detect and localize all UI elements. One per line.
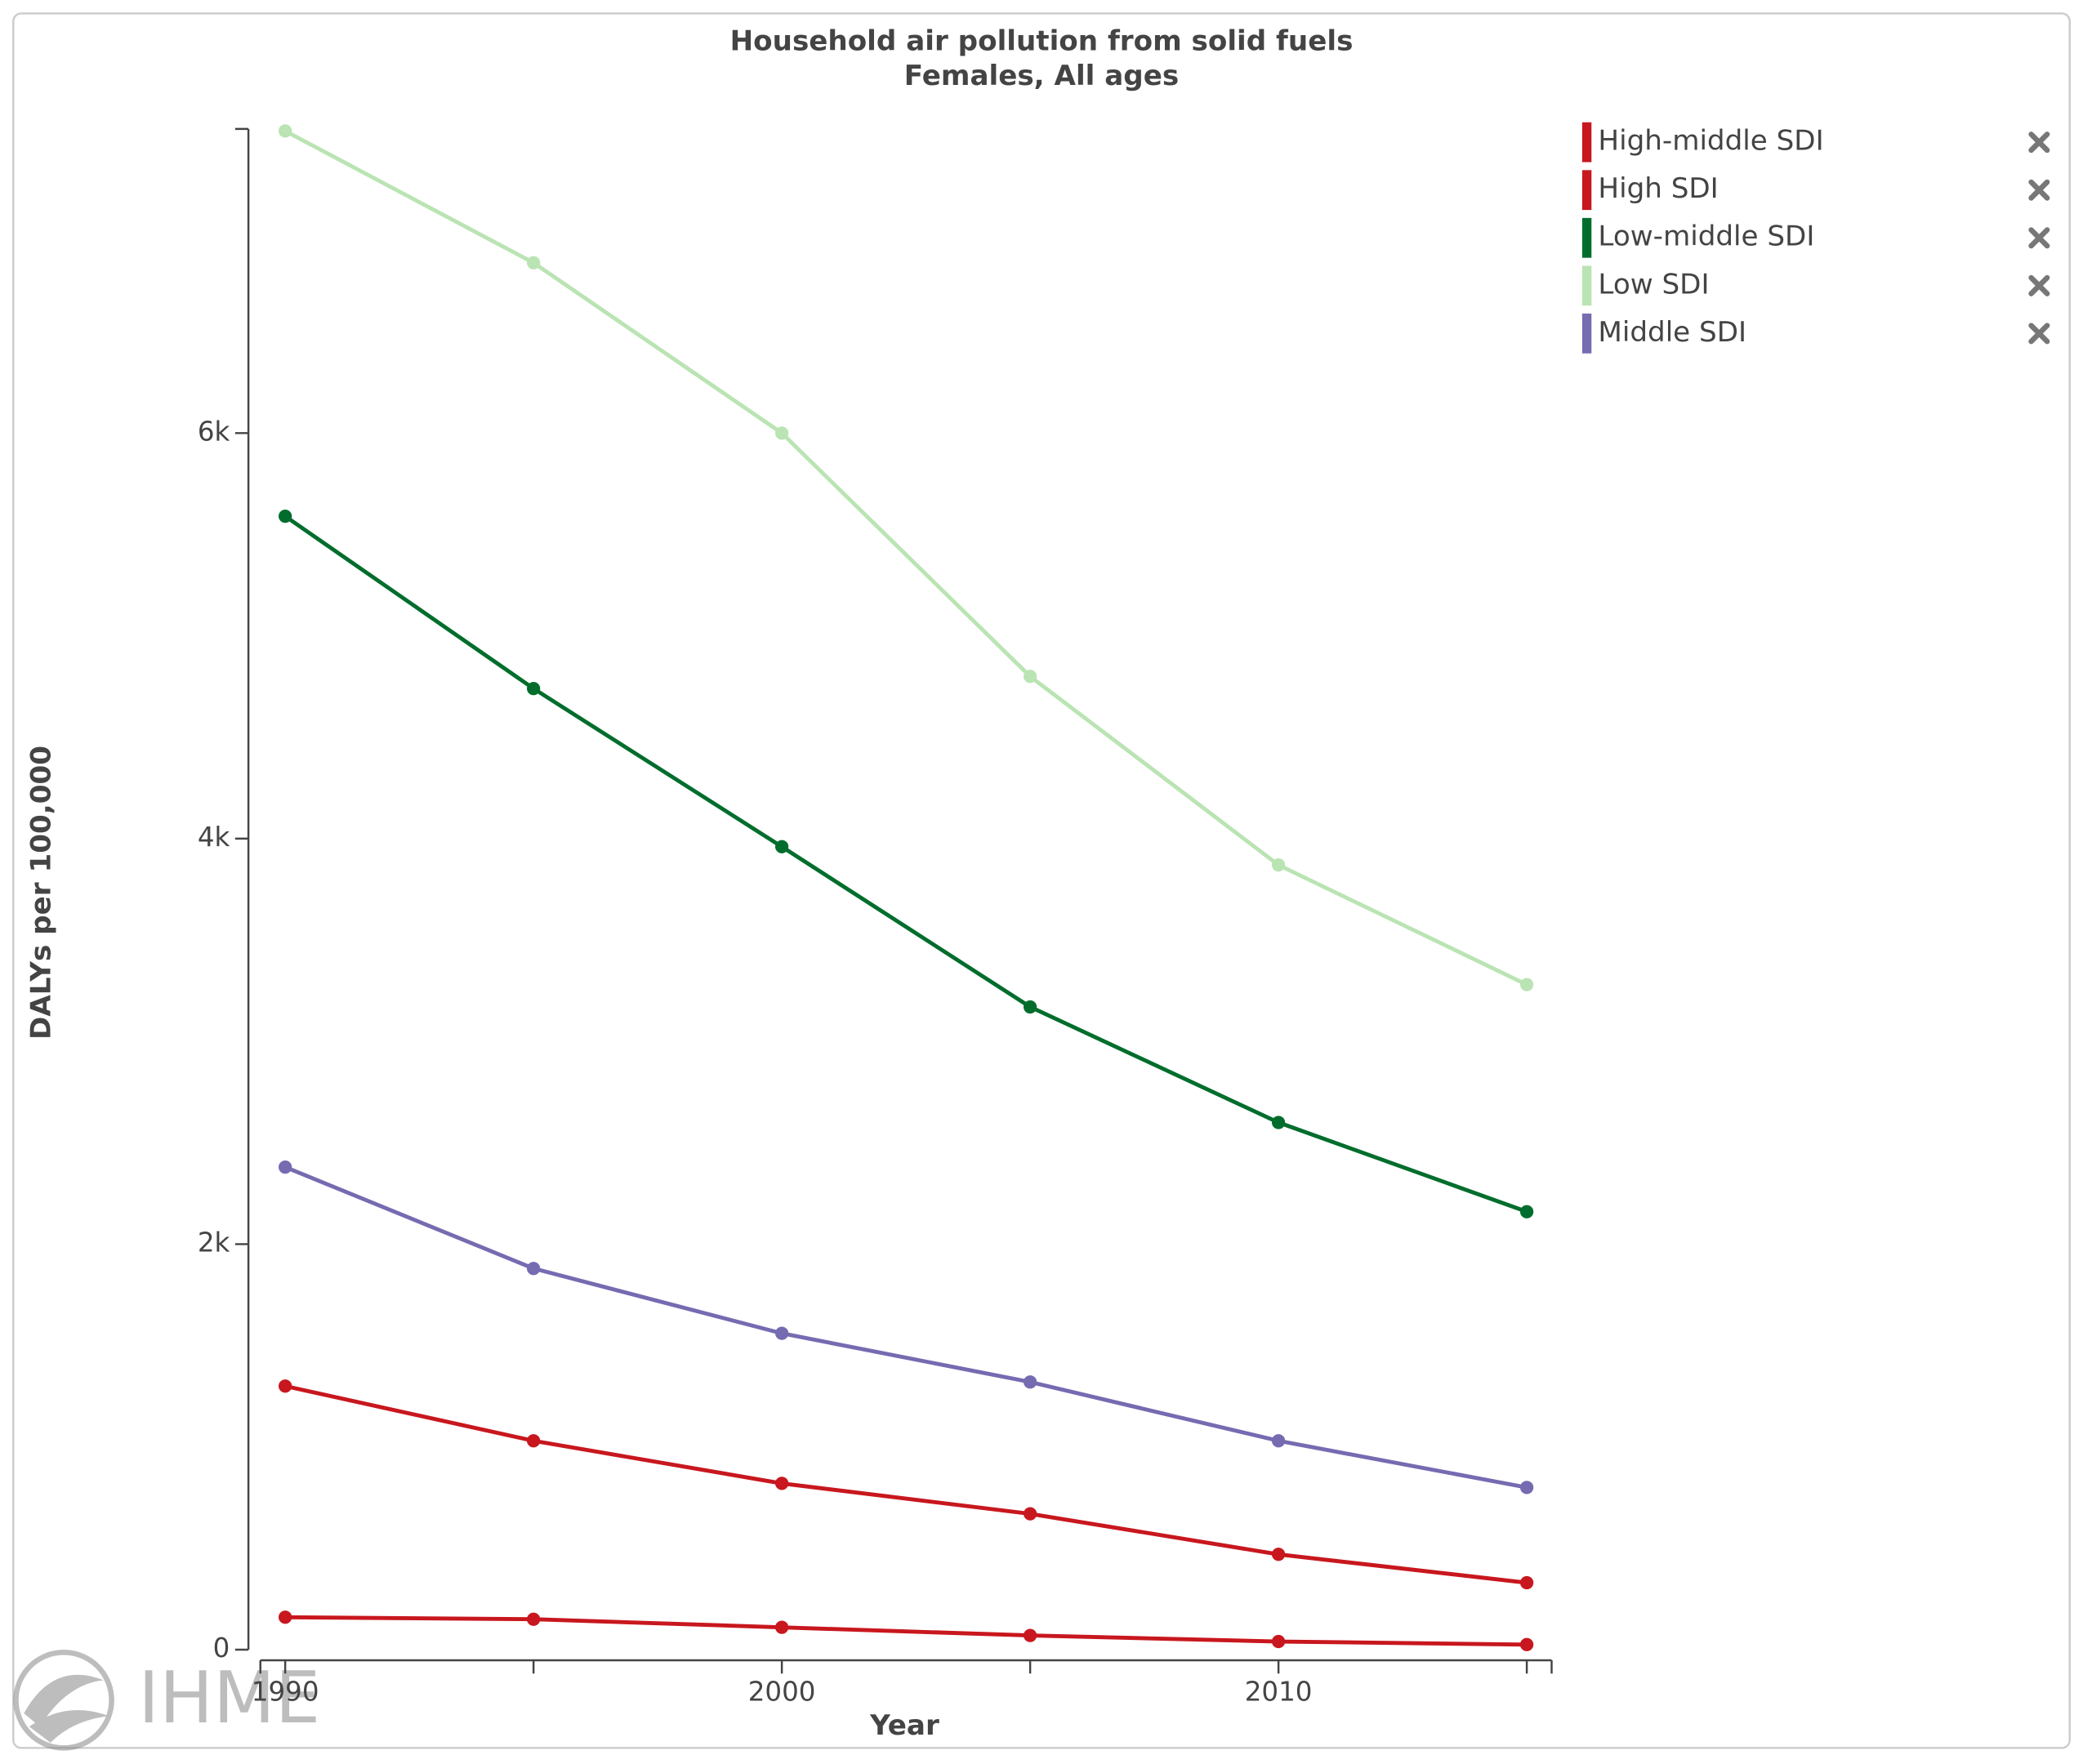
legend-label: Low-middle SDI [1598,220,1814,253]
legend-label: Middle SDI [1598,316,1746,349]
data-point [279,124,292,138]
data-point [527,1434,541,1448]
data-point [774,1477,789,1490]
remove-icon [2028,323,2050,345]
data-point [279,1379,292,1393]
legend-remove[interactable] [2028,323,2050,345]
data-point [1023,1507,1037,1521]
chart-subtitle: Females, All ages [904,60,1179,92]
data-point [279,1160,292,1174]
logo-text: IHME [138,1655,320,1740]
frame [12,12,2071,1749]
legend-label: High SDI [1598,172,1718,205]
data-point [1519,1481,1534,1494]
remove-icon [2028,179,2050,201]
data-point [1271,1116,1286,1129]
data-point [1271,1548,1286,1561]
x-tick-label: 2010 [1245,1677,1313,1708]
x-axis-label: Year [869,1709,939,1742]
data-point [1271,1434,1286,1448]
x-tick-label: 2000 [748,1677,816,1708]
legend-remove[interactable] [2028,274,2050,296]
data-point [1023,1000,1037,1014]
legend-item: Low-middle SDI [1581,217,2050,258]
legend-remove[interactable] [2028,179,2050,201]
series-line [283,514,1528,1214]
data-point [1023,1375,1037,1389]
remove-icon [2028,131,2050,154]
data-point [1519,1575,1534,1590]
series-line [284,1383,1528,1585]
data-point [279,509,292,523]
y-tick-label: 2k [198,1227,230,1258]
legend-swatch [1581,217,1592,258]
remove-icon [2028,274,2050,296]
data-point [279,1610,292,1624]
data-point [774,840,789,853]
logo-leaf [24,1674,109,1743]
legend-label: Low SDI [1598,268,1709,301]
y-tick-label: 6k [198,416,230,447]
data-point [527,256,541,270]
legend-label: High-middle SDI [1598,125,1823,158]
data-point [527,1262,541,1276]
legend-item: High SDI [1581,170,2050,211]
series-line [285,1615,1528,1647]
legend-swatch [1581,265,1592,306]
y-axis-label: DALYs per 100,000 [25,746,58,1040]
legend-swatch [1581,313,1592,354]
remove-icon [2028,227,2050,249]
data-point [1519,978,1534,991]
data-point [1519,1637,1534,1651]
data-point [774,1620,789,1634]
data-point [1271,858,1286,872]
y-tick-label: 4k [198,822,230,853]
logo: IHME [13,1649,320,1751]
legend-remove[interactable] [2028,227,2050,249]
legend-remove[interactable] [2028,131,2050,154]
logo-ring [13,1649,114,1751]
data-point [1271,1634,1286,1649]
data-point [774,426,789,440]
legend-item: Low SDI [1581,265,2050,306]
data-point [1023,1628,1037,1642]
legend-swatch [1581,170,1592,211]
data-point [527,1612,541,1626]
legend-item: Middle SDI [1581,313,2050,354]
data-point [774,1326,789,1340]
data-point [527,682,541,696]
data-point [1023,670,1037,684]
legend-item: High-middle SDI [1581,122,2050,163]
chart-title: Household air pollution from solid fuels [730,25,1354,58]
data-point [1519,1205,1534,1218]
legend-swatch [1581,122,1592,163]
series-line [284,1165,1528,1490]
y-tick-label: 0 [213,1633,230,1664]
x-tick-label: 1990 [252,1677,319,1708]
series-line [284,129,1528,987]
